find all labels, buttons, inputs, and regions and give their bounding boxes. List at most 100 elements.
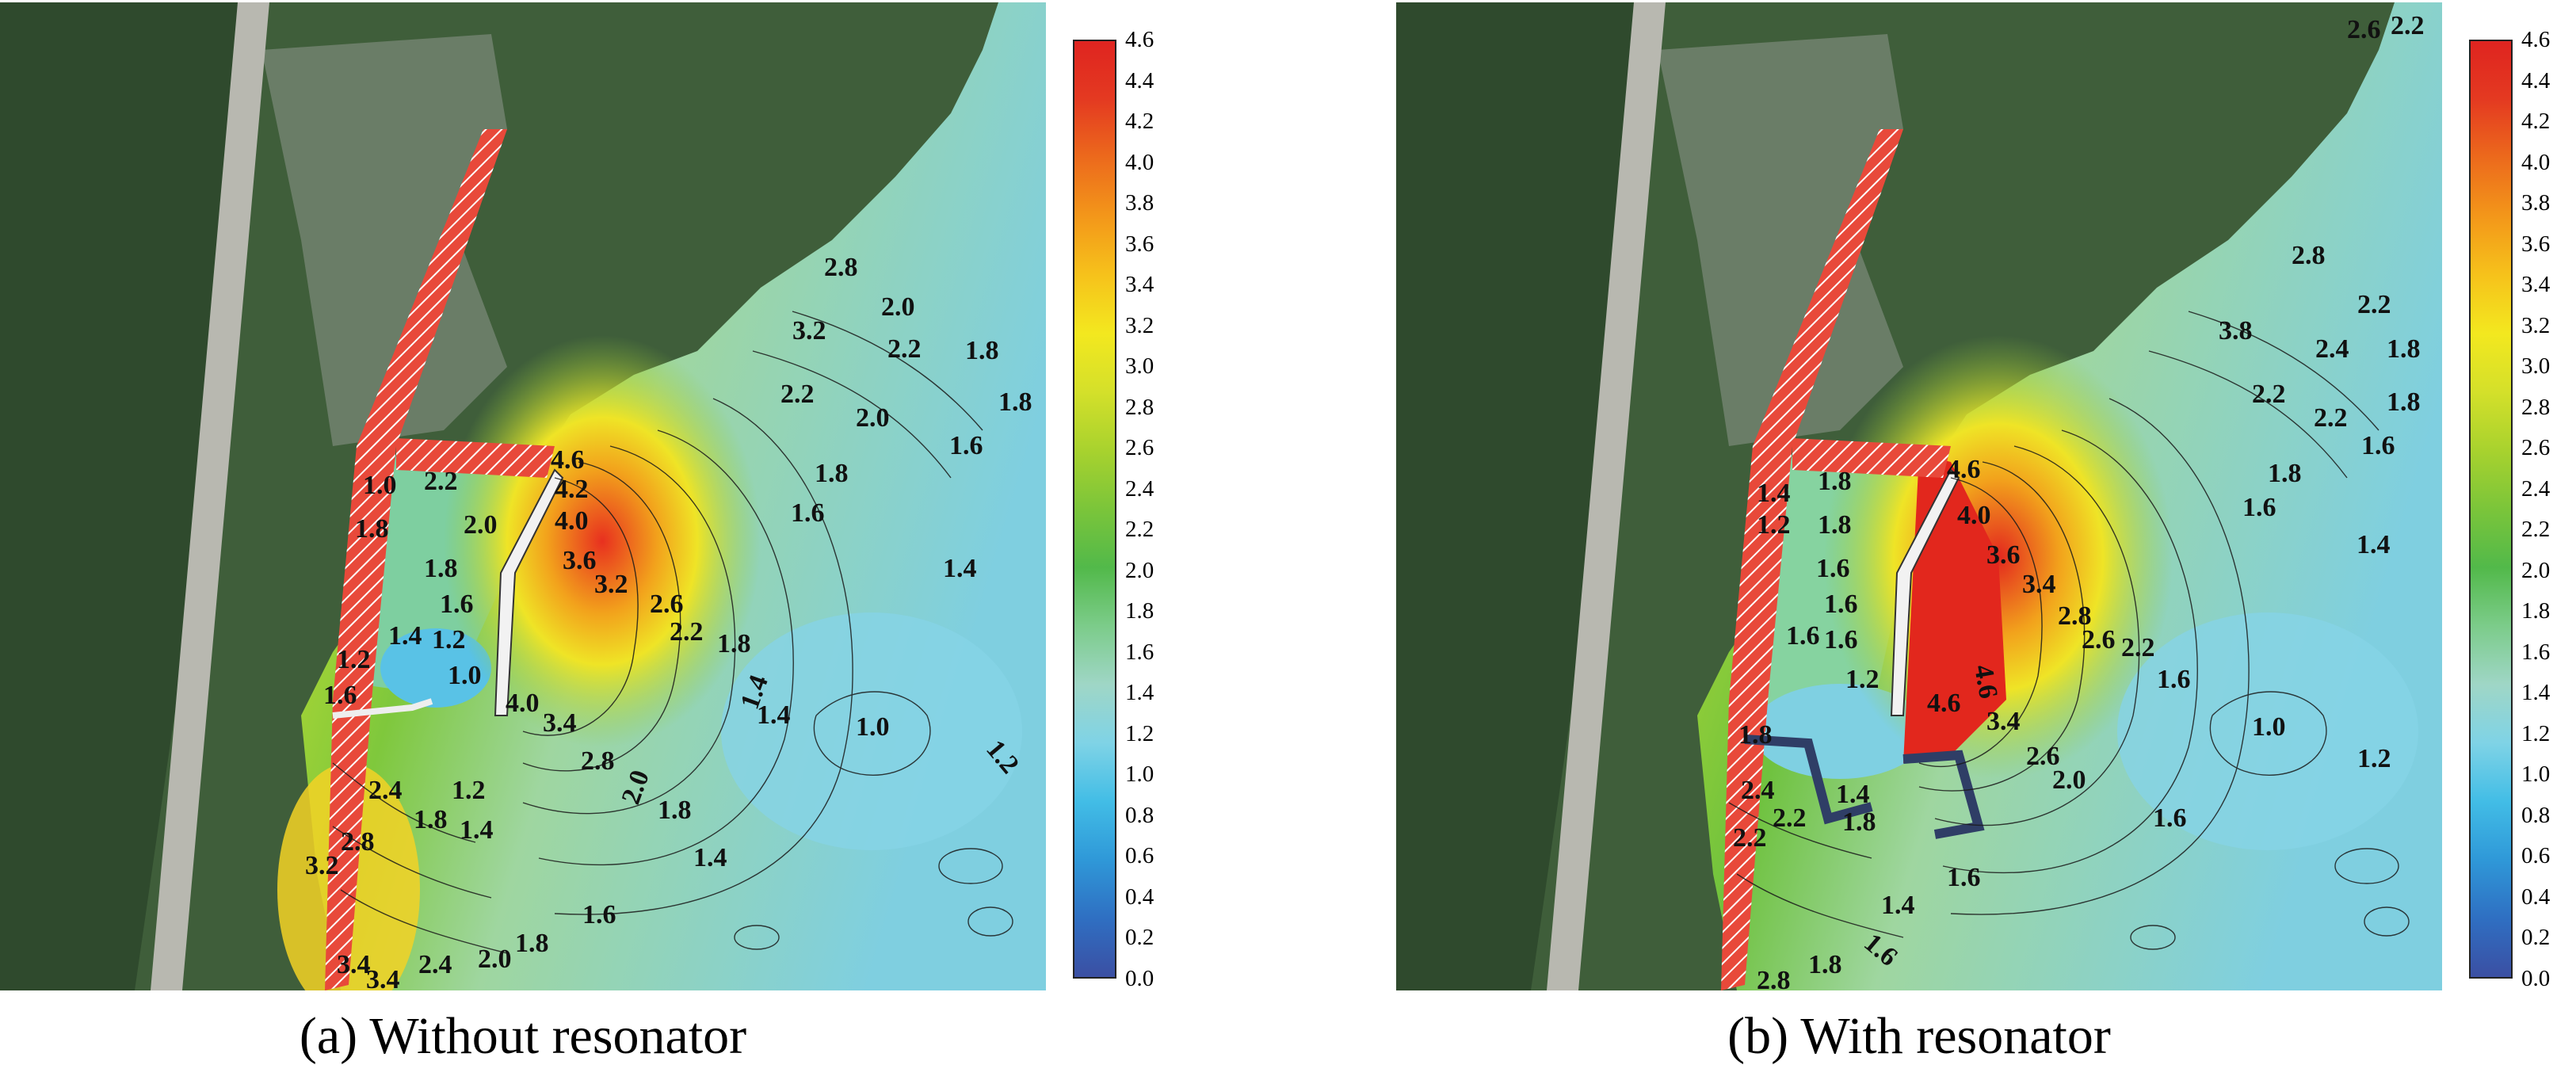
colorbar-tick-label: 2.4 <box>2521 475 2551 502</box>
contour-label: 1.4 <box>388 621 422 651</box>
colorbar-tick-label: 2.0 <box>1125 557 1154 583</box>
contour-label: 1.8 <box>2268 459 2302 488</box>
caption: (b) With resonator <box>1727 1007 2111 1065</box>
contour-label: 1.8 <box>515 929 549 958</box>
road <box>1547 2 1666 990</box>
contour-label: 2.0 <box>2052 765 2086 795</box>
colorbar-tick-label: 0.8 <box>2521 802 2551 828</box>
wave-height-map: 4.6 4.0 3.6 3.4 2.8 2.6 2.2 1.6 1.0 1.2 … <box>1396 2 2442 990</box>
contour-label: 4.0 <box>506 689 540 718</box>
contour-label: 2.2 <box>887 334 922 364</box>
contour-label: 2.2 <box>1733 823 1767 853</box>
colorbar-tick-label: 3.2 <box>2521 312 2551 338</box>
contour-label: 2.2 <box>2357 290 2391 319</box>
contour-label: 1.2 <box>337 645 371 674</box>
contour-label: 1.6 <box>791 498 825 528</box>
hot-zone <box>444 335 761 747</box>
contour-label: 1.8 <box>414 805 448 834</box>
contour-label: 1.0 <box>448 661 482 690</box>
colorbar-tick-label: 1.0 <box>2521 761 2551 788</box>
colorbar-tick-label: 0.8 <box>1125 802 1154 828</box>
contour-label: 4.6 <box>1927 689 1961 718</box>
colorbar-tick-label: 1.6 <box>2521 639 2551 665</box>
contour-label: 1.6 <box>440 590 474 619</box>
contour-label: 2.2 <box>780 380 815 409</box>
colorbar-tick-label: 0.4 <box>2521 883 2551 910</box>
contour-label: 3.4 <box>543 708 577 738</box>
contour-label: 2.6 <box>2347 15 2381 44</box>
contour-label: 1.8 <box>815 459 849 488</box>
forest-dark <box>1396 2 1658 990</box>
contour-label: 1.8 <box>2387 334 2421 364</box>
contour-label: 4.2 <box>555 475 589 504</box>
contour-label: 3.6 <box>563 546 597 575</box>
colorbar <box>2469 40 2513 979</box>
colorbar-tick-label: 3.0 <box>1125 353 1154 380</box>
contour-label: 3.4 <box>2022 570 2056 599</box>
contour-label: 2.0 <box>856 403 890 433</box>
contour-label: 1.6 <box>2157 665 2191 694</box>
contour-label: 1.6 <box>1824 590 1858 619</box>
contour-label: 1.6 <box>1786 621 1820 651</box>
contour-label: 1.8 <box>1842 807 1876 837</box>
colorbar-tick-label: 4.0 <box>1125 149 1154 175</box>
contour-label: 1.6 <box>1816 554 1850 583</box>
colorbar-tick-label: 1.4 <box>1125 680 1154 706</box>
contour-label: 1.6 <box>1947 863 1981 892</box>
colorbar-tick-label: 0.2 <box>2521 925 2551 951</box>
contour-label: 3.4 <box>337 950 371 979</box>
harbor-wall-hatched <box>396 438 555 478</box>
colorbar-tick-label: 1.6 <box>1125 639 1154 665</box>
contour-label: 1.8 <box>355 514 389 544</box>
village <box>1658 34 1903 446</box>
colorbar-tick-label: 1.8 <box>1125 598 1154 624</box>
contour-label: 2.8 <box>2292 241 2326 270</box>
contour-label: 1.8 <box>998 387 1032 417</box>
contour-label: 2.4 <box>418 950 452 979</box>
contour-label: 3.6 <box>1986 540 2021 570</box>
colorbar-tick-label: 2.4 <box>1125 475 1154 502</box>
contour-label: 3.2 <box>792 316 826 345</box>
map-svg: 4.6 4.0 3.6 3.4 2.8 2.6 2.2 1.6 1.0 1.2 … <box>1396 2 2442 990</box>
offshore-calm <box>2117 613 2418 850</box>
resonator-left <box>1744 735 1873 825</box>
contour-label: 2.8 <box>1757 966 1791 990</box>
contour-label: 4.0 <box>555 506 589 536</box>
colorbar-tick-label: 0.6 <box>1125 843 1154 869</box>
breakwater <box>494 468 564 716</box>
contour-label: 3.8 <box>2219 316 2253 345</box>
contour-label: 1.8 <box>658 796 692 825</box>
colorbar-tick-label: 3.8 <box>2521 190 2551 216</box>
contour-label: 4.6 <box>1968 662 2003 700</box>
contour-label: 2.2 <box>670 617 704 647</box>
contour-label: 2.2 <box>424 467 458 496</box>
contour-label: 1.8 <box>424 554 458 583</box>
village <box>261 34 507 446</box>
contour-label: 2.4 <box>368 776 403 805</box>
contour-label: 2.8 <box>341 827 375 857</box>
contour-label: 1.8 <box>1818 467 1852 496</box>
harbor-wall-hatched <box>1792 438 1951 478</box>
contour-label: 2.6 <box>2026 742 2060 771</box>
colorbar-tick-label: 3.6 <box>1125 231 1154 257</box>
resonator-right <box>1902 750 1985 839</box>
contour-label: 2.8 <box>824 253 858 282</box>
contour-label: 1.6 <box>582 900 616 929</box>
colorbar-tick-label: 2.2 <box>1125 517 1154 543</box>
contour-label: 3.2 <box>305 851 339 880</box>
contour-label: 2.2 <box>2252 380 2286 409</box>
contour-label: 1.8 <box>1808 950 1842 979</box>
contour-label: 1.6 <box>2361 431 2395 460</box>
contour-label: 1.0 <box>363 471 397 500</box>
offshore-calm <box>721 613 1022 850</box>
contour-label: 1.8 <box>717 629 751 658</box>
contour-label: 1.4 <box>2357 530 2391 559</box>
contour-label: 1.0 <box>856 712 890 742</box>
contour-label: 1.8 <box>965 336 999 365</box>
contour-label: 1.2 <box>432 625 466 654</box>
colorbar-tick-label: 1.2 <box>1125 720 1154 746</box>
colorbar-tick-label: 0.4 <box>1125 883 1154 910</box>
contour-label: 1.8 <box>1738 720 1773 750</box>
contour-label: 1.2 <box>2357 744 2391 773</box>
contour-label: 2.8 <box>2058 601 2092 631</box>
